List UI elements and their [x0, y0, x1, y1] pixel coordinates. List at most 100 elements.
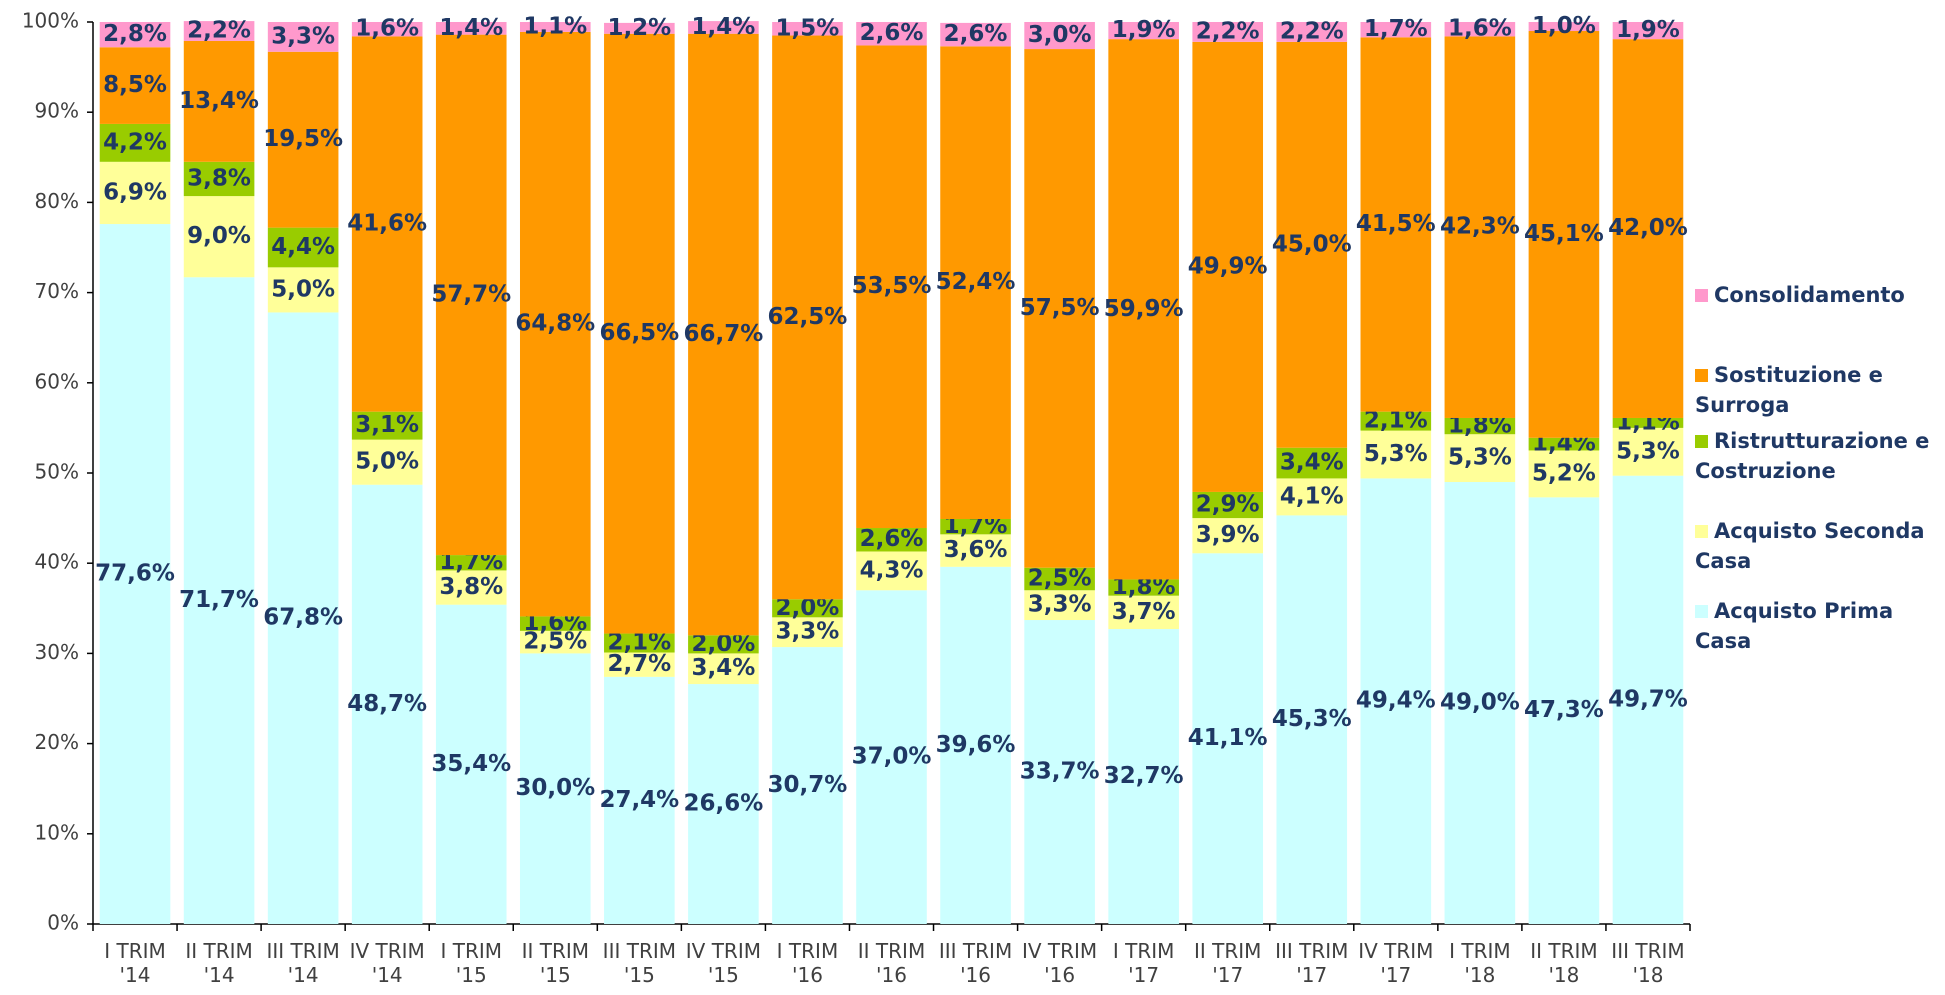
value-label: 3,8% [439, 574, 503, 600]
bar-segment [351, 22, 423, 37]
value-label: 2,2% [1196, 18, 1260, 44]
value-label: 4,1% [1280, 483, 1344, 509]
legend-item: Acquisto Seconda Casa [1695, 516, 1940, 576]
value-label: 45,1% [1524, 221, 1604, 247]
bar-segment [688, 684, 759, 924]
bar-segment [1276, 22, 1348, 42]
value-label: 49,4% [1356, 688, 1436, 714]
value-label: 30,0% [515, 775, 595, 801]
bar-segment [1024, 620, 1095, 924]
value-label: 27,4% [599, 787, 679, 813]
bar-segment [99, 161, 171, 225]
legend-swatch [1695, 369, 1708, 382]
legend-label: Acquisto Seconda Casa [1695, 519, 1925, 573]
bar-segment [604, 652, 675, 677]
bar-segment [604, 33, 675, 634]
bar-segment [183, 196, 255, 278]
value-label: 49,9% [1188, 253, 1268, 279]
value-label: 71,7% [179, 587, 259, 613]
value-label: 2,2% [1280, 18, 1344, 44]
value-label: 39,6% [936, 732, 1016, 758]
bar-segment [1108, 595, 1179, 630]
legend-swatch [1695, 605, 1708, 618]
value-label: 1,4% [439, 15, 503, 41]
value-label: 2,1% [1364, 408, 1428, 434]
y-tick-label: 50% [35, 460, 79, 484]
value-label: 53,5% [852, 273, 932, 299]
value-label: 3,0% [1028, 22, 1092, 48]
value-label: 2,8% [103, 21, 167, 47]
value-label: 59,9% [1104, 296, 1184, 322]
bar-segment [183, 40, 255, 162]
value-label: 42,3% [1440, 214, 1520, 240]
bar-segment [267, 51, 339, 228]
value-label: 45,0% [1272, 231, 1352, 257]
value-label: 5,0% [355, 449, 419, 475]
bar-segment [604, 633, 675, 653]
bar-segment [1528, 450, 1600, 498]
bar-segment [267, 227, 339, 268]
bar-segment [1612, 22, 1684, 40]
value-label: 3,7% [1112, 599, 1176, 625]
value-label: 62,5% [768, 304, 848, 330]
legend-label: Consolidamento [1714, 283, 1905, 307]
bar-segment [1612, 427, 1684, 476]
bar-segment [772, 22, 843, 36]
bar-segment [1192, 491, 1264, 519]
value-label: 1,9% [1616, 17, 1680, 43]
value-label: 1,9% [1112, 17, 1176, 43]
value-label: 3,4% [1280, 450, 1344, 476]
value-label: 30,7% [768, 772, 848, 798]
legend-item: Consolidamento [1695, 280, 1940, 310]
value-label: 3,8% [187, 165, 251, 191]
legend-swatch [1695, 289, 1708, 302]
bar-segment [1360, 22, 1432, 38]
bar-segment [1192, 41, 1264, 492]
bar-segment [1528, 22, 1600, 32]
bar-segment [772, 599, 843, 618]
y-tick-label: 70% [35, 279, 79, 303]
value-label: 3,4% [691, 655, 755, 681]
bar-segment [519, 616, 591, 631]
bar-segment [435, 34, 507, 556]
x-tick-label: III TRIM '16 [939, 939, 1012, 987]
value-label: 35,4% [431, 751, 511, 777]
x-tick-label: III TRIM '15 [603, 939, 676, 987]
bar-segment [267, 312, 339, 925]
bar-segment [1444, 22, 1516, 37]
value-label: 19,5% [263, 126, 343, 152]
value-label: 2,2% [187, 18, 251, 44]
bar-segment [1360, 478, 1432, 924]
bar-segment [1444, 36, 1516, 418]
bar-segment [1024, 49, 1095, 568]
bar-segment [1276, 41, 1348, 448]
bar-segment [1360, 430, 1432, 479]
bar-segment [519, 653, 591, 924]
value-label: 64,8% [515, 311, 595, 337]
value-label: 4,4% [271, 234, 335, 260]
value-label: 48,7% [347, 691, 427, 717]
bar-segment [940, 534, 1011, 567]
x-tick-label: IV TRIM '15 [686, 939, 761, 987]
bar-segment [1612, 475, 1684, 924]
x-tick-label: I TRIM '16 [777, 939, 839, 987]
bar-segment [688, 21, 759, 34]
x-tick-label: III TRIM '18 [1611, 939, 1684, 987]
x-tick-label: II TRIM '18 [1530, 939, 1597, 987]
x-tick-label: I TRIM '15 [440, 939, 502, 987]
x-tick-label: IV TRIM '17 [1358, 939, 1433, 987]
value-label: 41,1% [1188, 725, 1268, 751]
value-label: 3,1% [355, 412, 419, 438]
bar-segment [435, 22, 507, 35]
bar-segment [940, 519, 1011, 535]
bar-segment [1024, 22, 1095, 50]
y-tick-label: 30% [35, 640, 79, 664]
bar-segment [940, 22, 1011, 47]
bar-segment [772, 647, 843, 924]
x-tick-label: II TRIM '17 [1194, 939, 1261, 987]
bar-segment [519, 31, 591, 617]
x-tick-label: III TRIM '17 [1275, 939, 1348, 987]
value-label: 26,6% [683, 791, 763, 817]
bar-segment [856, 528, 927, 552]
